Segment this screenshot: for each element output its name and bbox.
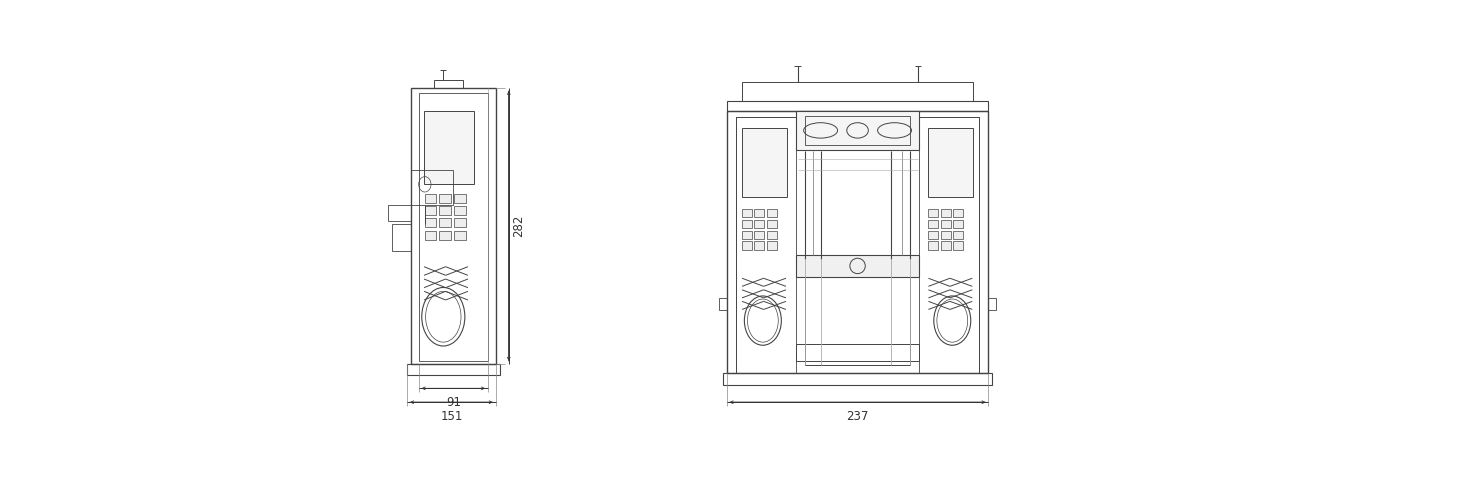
Bar — [742, 241, 752, 250]
Bar — [754, 230, 764, 239]
Bar — [392, 224, 411, 251]
Bar — [439, 230, 451, 240]
Bar — [424, 230, 436, 240]
Bar — [953, 220, 963, 228]
Bar — [754, 220, 764, 228]
Bar — [742, 220, 752, 228]
Bar — [806, 116, 910, 145]
Bar — [424, 218, 436, 227]
Bar — [795, 255, 919, 277]
Bar — [435, 80, 463, 88]
Bar — [953, 241, 963, 250]
Bar — [941, 241, 951, 250]
Bar — [411, 171, 453, 205]
Bar — [411, 88, 496, 364]
Bar — [727, 101, 988, 111]
Bar — [439, 206, 451, 215]
Bar — [418, 94, 488, 362]
Bar — [439, 194, 451, 203]
Bar — [767, 241, 776, 250]
Bar — [929, 128, 974, 197]
Text: 282: 282 — [512, 215, 525, 237]
Bar — [988, 297, 996, 310]
Bar — [723, 373, 993, 385]
Bar — [736, 117, 979, 373]
Bar — [754, 209, 764, 218]
Bar — [929, 220, 938, 228]
Bar — [407, 364, 500, 375]
Bar — [742, 209, 752, 218]
Bar — [718, 297, 727, 310]
Bar — [919, 117, 979, 373]
Bar — [929, 209, 938, 218]
Bar — [754, 241, 764, 250]
Bar — [795, 111, 919, 149]
Bar — [424, 206, 436, 215]
Bar — [795, 343, 919, 361]
Bar — [454, 206, 466, 215]
Bar — [941, 230, 951, 239]
Bar — [953, 230, 963, 239]
Bar — [767, 220, 776, 228]
Bar — [767, 209, 776, 218]
Bar — [953, 209, 963, 218]
Bar — [727, 111, 988, 373]
Bar — [424, 111, 473, 184]
Bar — [736, 117, 795, 373]
Bar — [742, 230, 752, 239]
Bar — [767, 230, 776, 239]
Text: 237: 237 — [846, 410, 868, 423]
Bar — [387, 205, 411, 221]
Bar — [439, 218, 451, 227]
Bar — [742, 82, 974, 101]
Bar — [424, 194, 436, 203]
Bar — [929, 230, 938, 239]
Text: 151: 151 — [441, 410, 463, 423]
Bar — [742, 128, 787, 197]
Bar — [454, 194, 466, 203]
Bar — [806, 277, 910, 365]
Text: 91: 91 — [445, 396, 462, 409]
Bar — [941, 220, 951, 228]
Bar — [454, 218, 466, 227]
Bar — [941, 209, 951, 218]
Bar — [929, 241, 938, 250]
Bar — [454, 230, 466, 240]
